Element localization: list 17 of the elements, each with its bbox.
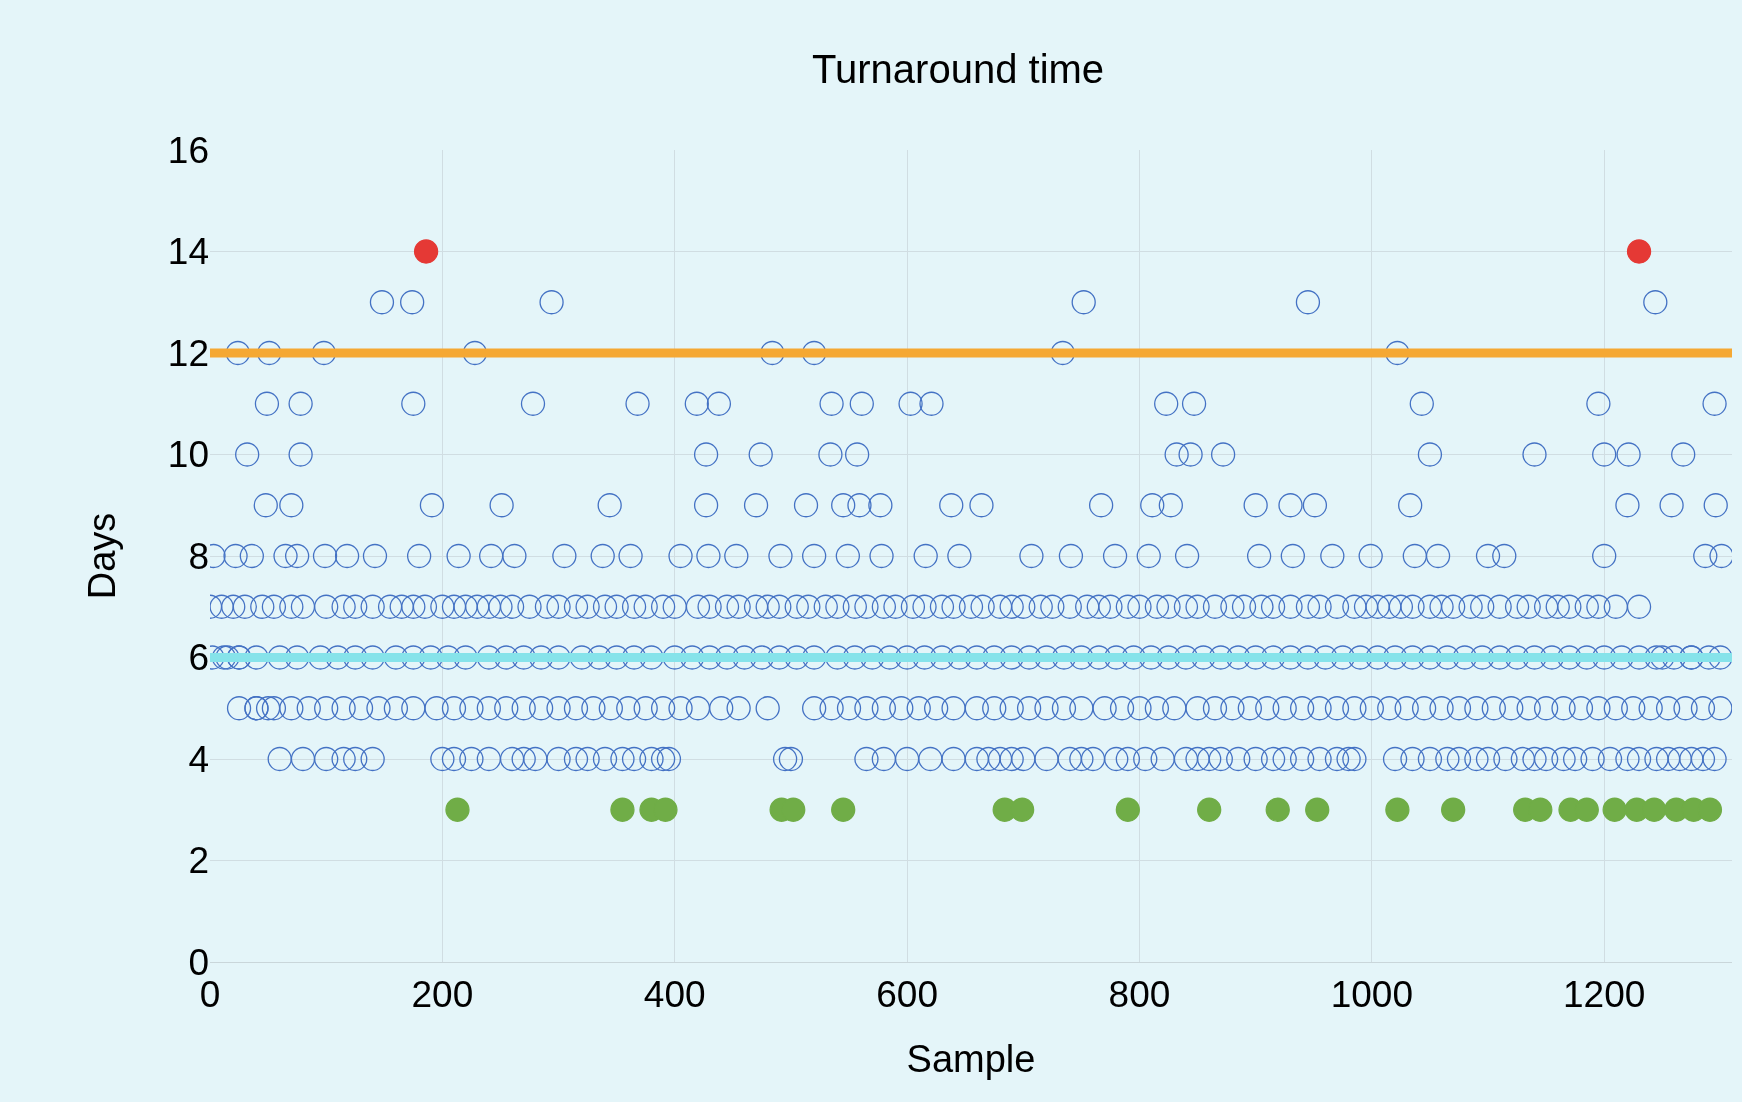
x-tick-label: 400	[643, 974, 706, 1016]
chart-title: Turnaround time	[812, 47, 1105, 92]
y-tick-label: 2	[188, 840, 209, 882]
x-tick-label: 600	[876, 974, 938, 1016]
y-tick-label: 16	[167, 129, 209, 171]
y-tick-label: 6	[188, 637, 209, 679]
y-tick-label: 14	[167, 231, 209, 273]
y-tick-label: 4	[188, 738, 209, 780]
y-tick-label: 10	[167, 434, 209, 476]
x-tick-label: 1000	[1330, 974, 1413, 1016]
x-tick-label: 800	[1108, 974, 1171, 1016]
x-tick-label: 1200	[1563, 974, 1646, 1016]
y-tick-label: 8	[188, 535, 209, 577]
y-axis-title: Days	[81, 512, 124, 600]
x-tick-label: 200	[411, 974, 474, 1016]
y-tick-label: 12	[167, 332, 209, 374]
x-axis-title: Sample	[906, 1037, 1036, 1080]
